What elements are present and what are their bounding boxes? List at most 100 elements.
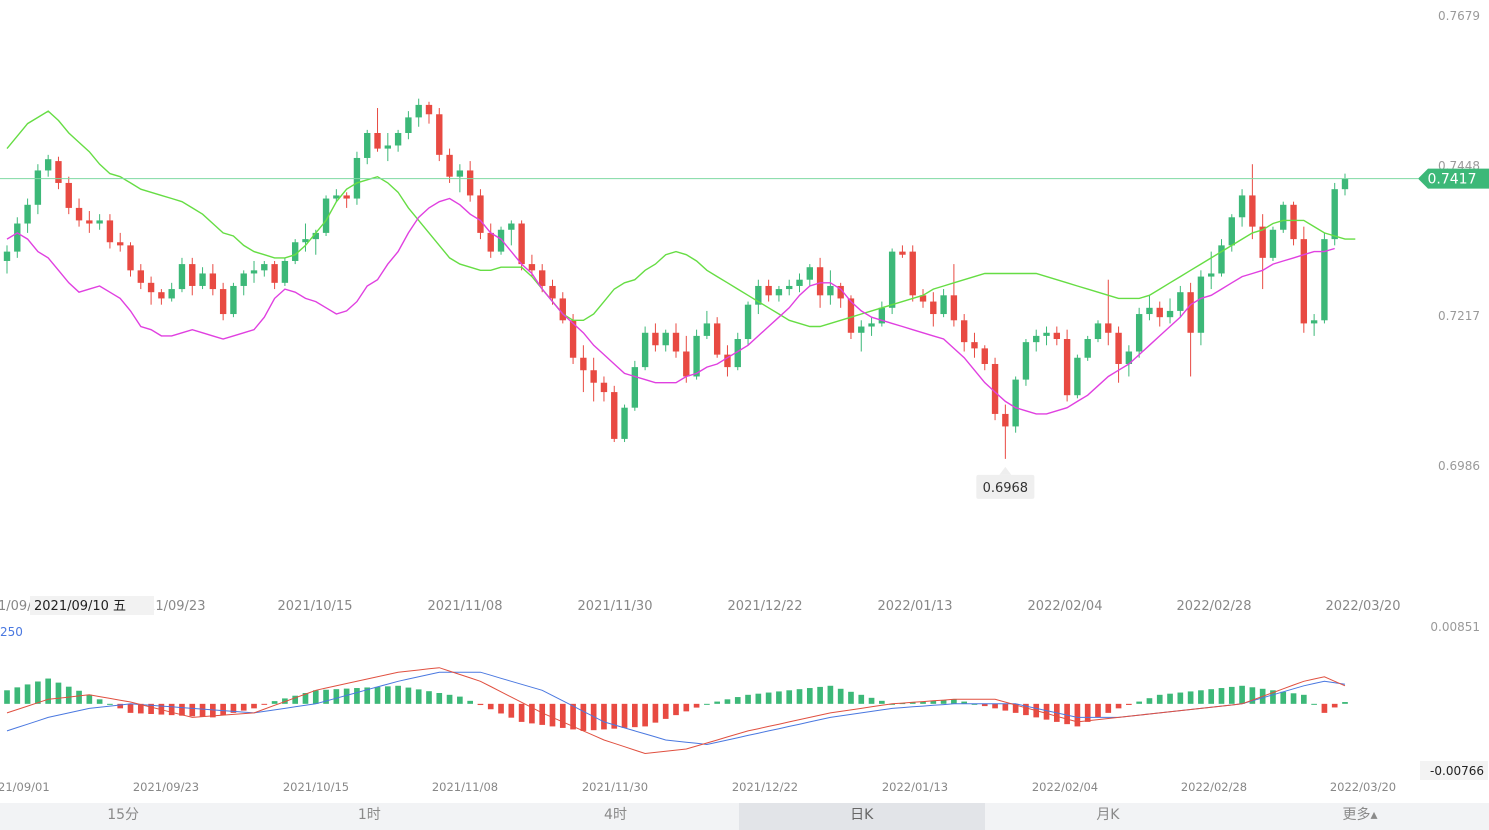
macd-bar: [971, 703, 978, 705]
candle-body: [34, 170, 42, 205]
candle-up: [1197, 270, 1205, 346]
candle-body: [1321, 239, 1328, 321]
candlestick-chart[interactable]: 0.7679 0.7448 0.7217 0.6986 0.7417 0.696…: [0, 0, 1489, 800]
date-label-partial: 1/09/: [0, 599, 32, 614]
candle-down: [1249, 164, 1256, 240]
macd-bar: [364, 687, 371, 704]
candle-up: [291, 239, 299, 265]
macd-bar: [1301, 694, 1307, 704]
candle-body: [806, 267, 813, 280]
candle-body: [786, 285, 793, 290]
candle-body: [1197, 276, 1205, 333]
candle-body: [641, 332, 649, 368]
date-label: 2021/11/30: [578, 599, 653, 614]
candle-up: [1033, 329, 1040, 352]
candle-down: [106, 214, 114, 249]
macd-bar: [1218, 688, 1225, 704]
macd-lines: [6, 667, 1346, 755]
macd-bar: [24, 684, 31, 704]
macd-top-value: 0.00851: [1430, 620, 1480, 634]
candle-body: [14, 223, 21, 252]
date-label: 2022/02/28: [1177, 599, 1252, 614]
candle-down: [991, 357, 999, 421]
ma-slow-line: [6, 110, 1356, 328]
macd-bar: [1321, 703, 1328, 713]
macd-histogram: [4, 678, 1348, 731]
candle-up: [497, 226, 505, 255]
macd-bar: [117, 703, 124, 709]
candle-body: [137, 270, 144, 283]
candle-body: [178, 264, 186, 290]
candle-body: [425, 104, 433, 115]
candle-up: [1269, 226, 1277, 261]
candle-body: [1341, 178, 1349, 190]
macd-bar: [539, 703, 546, 725]
macd-bar: [621, 703, 628, 728]
candle-up: [250, 260, 258, 283]
more-periods-button[interactable]: 更多▴: [1342, 807, 1378, 823]
macd-bar: [1290, 693, 1297, 704]
candle-up: [888, 248, 896, 315]
candle-body: [518, 223, 525, 265]
macd-bar: [827, 685, 834, 704]
candle-body: [559, 298, 566, 321]
candle-down: [713, 317, 721, 358]
macd-bar: [601, 703, 607, 730]
candle-body: [230, 285, 237, 315]
macd-bar: [395, 685, 401, 704]
macd-bar: [107, 703, 113, 705]
date-label: 2021/12/22: [728, 599, 803, 614]
candle-up: [230, 282, 237, 318]
candle-up: [1146, 295, 1153, 321]
candle-body: [960, 320, 968, 343]
current-price-tag: [1418, 168, 1489, 189]
candle-body: [888, 251, 896, 308]
candle-up: [14, 217, 21, 258]
candle-body: [1177, 292, 1184, 311]
candle-down: [75, 198, 83, 227]
tab-1hour[interactable]: 1时: [357, 807, 381, 823]
candle-up: [24, 198, 31, 233]
date-label: 2022/03/20: [1326, 599, 1401, 614]
macd-bar: [498, 703, 504, 714]
candle-up: [240, 270, 247, 296]
candle-down: [425, 101, 433, 124]
candle-series: [3, 98, 1349, 459]
macd-indicator-label: 250: [0, 625, 23, 639]
price-tick-4: 0.6986: [1438, 459, 1480, 473]
macd-date-label: 2021/11/08: [432, 780, 498, 794]
candle-down: [147, 276, 155, 305]
candle-up: [786, 279, 793, 296]
macd-bar: [168, 703, 175, 716]
candle-down: [158, 289, 165, 305]
candle-up: [178, 257, 186, 293]
candle-up: [302, 223, 309, 252]
current-price-value: 0.7417: [1428, 172, 1477, 188]
macd-bar: [981, 703, 988, 707]
tab-monthly[interactable]: 月K: [1096, 807, 1120, 823]
macd-bar: [1228, 686, 1235, 704]
candle-body: [744, 304, 752, 340]
tab-15min[interactable]: 15分: [107, 807, 140, 823]
macd-bar: [580, 703, 587, 731]
tab-4hour[interactable]: 4时: [604, 807, 627, 823]
moving-average-lines: [6, 110, 1356, 415]
macd-bar: [868, 697, 875, 704]
candle-body: [1238, 195, 1246, 218]
price-tick-top: 0.7679: [1438, 9, 1480, 23]
macd-bar: [446, 694, 453, 704]
candle-body: [1228, 217, 1235, 246]
macd-bottom-value: -0.00766: [1430, 764, 1484, 778]
macd-bar: [199, 703, 206, 717]
candle-body: [127, 245, 134, 271]
candle-up: [1022, 339, 1030, 386]
candle-up: [44, 154, 52, 177]
candle-body: [117, 242, 124, 246]
candle-body: [1012, 379, 1019, 427]
tab-daily[interactable]: 日K: [738, 803, 985, 830]
macd-bar: [86, 694, 93, 704]
candle-body: [250, 270, 258, 274]
candle-body: [1166, 310, 1174, 318]
candle-body: [611, 392, 618, 439]
candle-body: [724, 354, 731, 368]
